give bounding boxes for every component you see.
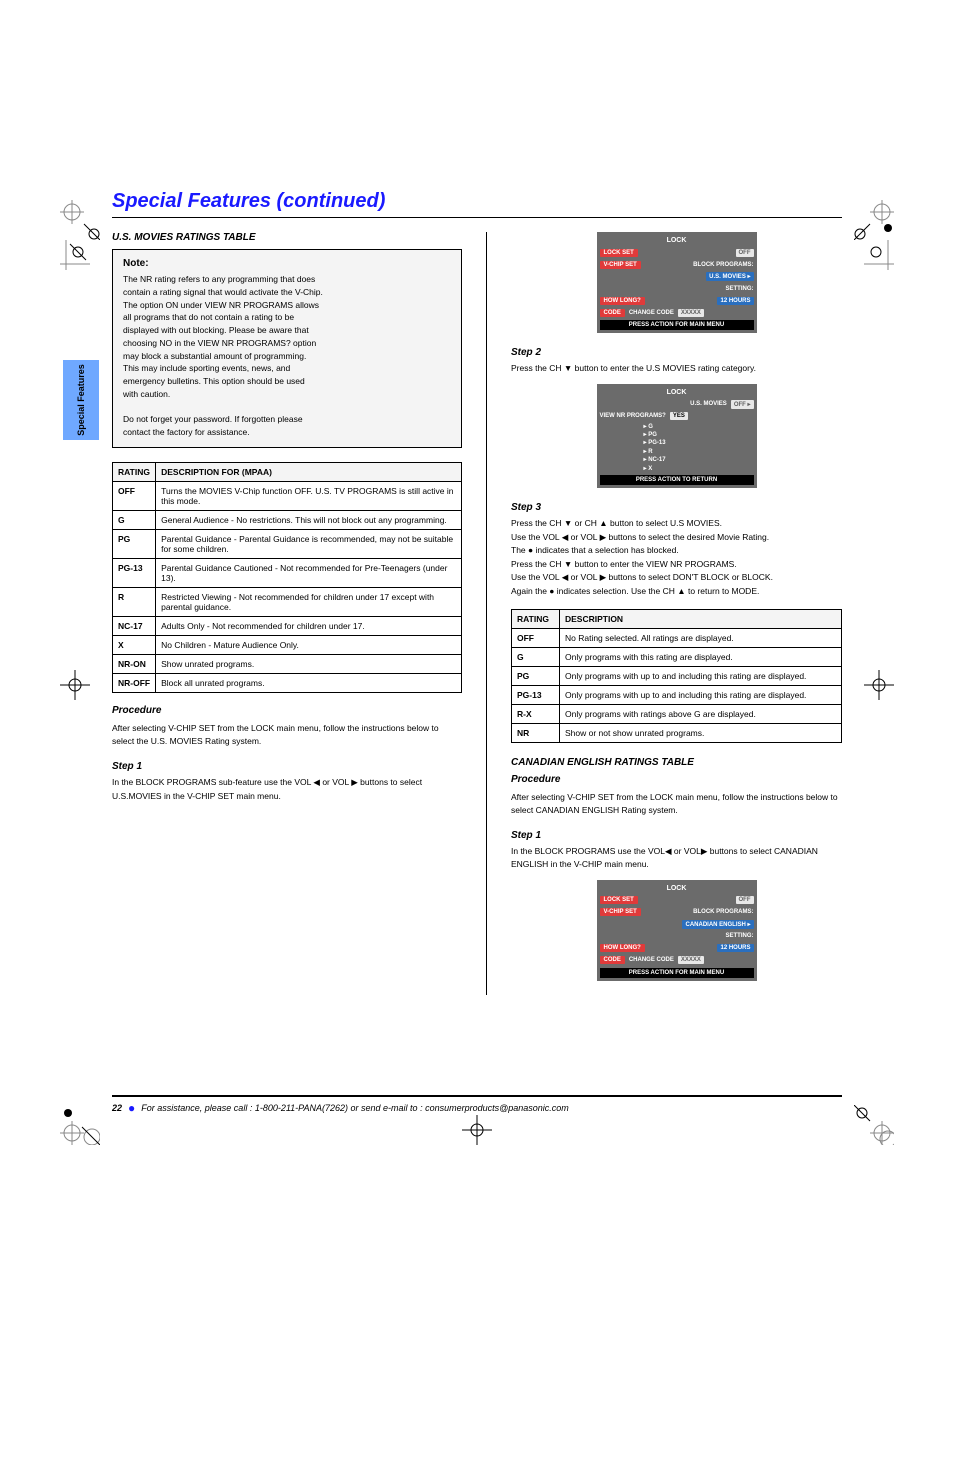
crop-mark-icon bbox=[854, 1105, 894, 1145]
osd-label: SETTING: bbox=[726, 933, 754, 939]
osd-title: LOCK bbox=[600, 387, 754, 398]
osd-footer: PRESS ACTION FOR MAIN MENU bbox=[600, 320, 754, 330]
osd-label: BLOCK PROGRAMS: bbox=[693, 262, 753, 268]
osd-label: BLOCK PROGRAMS: bbox=[693, 909, 753, 915]
footer-text: For assistance, please call : 1-800-211-… bbox=[141, 1103, 569, 1113]
crop-mark-icon bbox=[462, 1115, 492, 1145]
osd-value: 12 HOURS bbox=[717, 297, 753, 305]
osd-menu-item: HOW LONG? bbox=[600, 944, 645, 952]
step-2-heading: Step 2 bbox=[511, 347, 842, 358]
osd-menu-item: V-CHIP SET bbox=[600, 908, 641, 916]
osd-title: LOCK bbox=[600, 883, 754, 894]
step-1-heading: Step 1 bbox=[112, 761, 462, 772]
crop-mark-icon bbox=[864, 670, 894, 700]
table-row: NC-17Adults Only - Not recommended for c… bbox=[113, 616, 462, 635]
osd-value: OFF ▸ bbox=[731, 400, 754, 409]
osd-value: YES bbox=[670, 412, 688, 420]
column-divider bbox=[486, 232, 487, 995]
osd-value: U.S. MOVIES ▸ bbox=[706, 272, 753, 281]
table-row: NR-ONShow unrated programs. bbox=[113, 654, 462, 673]
lock-ratings-osd-screenshot: LOCK U.S. MOVIES OFF ▸ VIEW NR PROGRAMS? Y… bbox=[597, 384, 757, 488]
step-1-heading: Step 1 bbox=[511, 830, 842, 841]
page-footer: 22 ● For assistance, please call : 1-800… bbox=[112, 1095, 842, 1115]
lock-canadian-osd-screenshot: LOCK LOCK SET OFF V-CHIP SET BLOCK PROGRAM… bbox=[597, 880, 757, 981]
table-row: R-XOnly programs with ratings above G ar… bbox=[512, 704, 842, 723]
osd-value: XXXXX bbox=[678, 956, 704, 964]
table-row: PG-13Only programs with up to and includ… bbox=[512, 685, 842, 704]
procedure-text: After selecting V-CHIP SET from the LOCK… bbox=[112, 722, 462, 749]
rating-select-table: RATING DESCRIPTION OFFNo Rating selected… bbox=[511, 609, 842, 743]
table-header: RATING bbox=[113, 462, 156, 481]
osd-menu-item: LOCK SET bbox=[600, 896, 638, 904]
osd-label: CHANGE CODE bbox=[629, 957, 674, 963]
table-header: DESCRIPTION FOR (MPAA) bbox=[156, 462, 462, 481]
osd-title: LOCK bbox=[600, 235, 754, 246]
step-1-text: In the BLOCK PROGRAMS sub-feature use th… bbox=[112, 776, 462, 803]
step-3-text: Press the CH ▼ or CH ▲ button to select … bbox=[511, 517, 842, 599]
osd-menu-item: CODE bbox=[600, 309, 625, 317]
osd-value: 12 HOURS bbox=[717, 944, 753, 952]
procedure-heading: Procedure bbox=[511, 774, 842, 785]
note-heading: Note: bbox=[123, 258, 451, 269]
osd-label: U.S. MOVIES bbox=[690, 401, 727, 407]
osd-value: CANADIAN ENGLISH ▸ bbox=[682, 920, 753, 929]
crop-mark-icon bbox=[60, 1105, 100, 1145]
crop-mark-icon bbox=[864, 240, 894, 270]
osd-menu-item: LOCK SET bbox=[600, 249, 638, 257]
bullet-icon: ● bbox=[128, 1101, 135, 1115]
lock-osd-screenshot: LOCK LOCK SET OFF V-CHIP SET BLOCK PROGRAM… bbox=[597, 232, 757, 333]
table-row: PG-13Parental Guidance Cautioned - Not r… bbox=[113, 558, 462, 587]
table-row: OFFNo Rating selected. All ratings are d… bbox=[512, 628, 842, 647]
osd-label: SETTING: bbox=[726, 286, 754, 292]
osd-label: VIEW NR PROGRAMS? bbox=[600, 413, 666, 419]
osd-footer: PRESS ACTION FOR MAIN MENU bbox=[600, 968, 754, 978]
crop-mark-icon bbox=[60, 240, 90, 270]
osd-label: CHANGE CODE bbox=[629, 310, 674, 316]
osd-menu-item: CODE bbox=[600, 956, 625, 964]
procedure-heading: Procedure bbox=[112, 705, 462, 716]
page-title: Special Features (continued) bbox=[112, 190, 842, 218]
step-3-heading: Step 3 bbox=[511, 502, 842, 513]
us-movies-rating-table: RATING DESCRIPTION FOR (MPAA) OFFTurns t… bbox=[112, 462, 462, 693]
osd-menu-item: HOW LONG? bbox=[600, 297, 645, 305]
table-row: NR-OFFBlock all unrated programs. bbox=[113, 673, 462, 692]
table-row: PGOnly programs with up to and including… bbox=[512, 666, 842, 685]
note-text: The NR rating refers to any programming … bbox=[123, 273, 451, 439]
table-row: NRShow or not show unrated programs. bbox=[512, 723, 842, 742]
table-row: OFFTurns the MOVIES V-Chip function OFF.… bbox=[113, 481, 462, 510]
note-box: Note: The NR rating refers to any progra… bbox=[112, 249, 462, 448]
crop-mark-icon bbox=[60, 670, 90, 700]
table-header: DESCRIPTION bbox=[559, 609, 841, 628]
canadian-heading: CANADIAN ENGLISH RATINGS TABLE bbox=[511, 757, 842, 768]
table-row: GOnly programs with this rating are disp… bbox=[512, 647, 842, 666]
step-2-text: Press the CH ▼ button to enter the U.S M… bbox=[511, 362, 842, 376]
osd-rating-list: G PG PG-13 R NC-17 X bbox=[600, 423, 754, 473]
procedure-text: After selecting V-CHIP SET from the LOCK… bbox=[511, 791, 842, 818]
table-row: RRestricted Viewing - Not recommended fo… bbox=[113, 587, 462, 616]
table-row: PGParental Guidance - Parental Guidance … bbox=[113, 529, 462, 558]
osd-menu-item: V-CHIP SET bbox=[600, 261, 641, 269]
crop-mark-icon bbox=[854, 200, 894, 240]
osd-value: XXXXX bbox=[678, 309, 704, 317]
side-tab: Special Features bbox=[63, 360, 99, 440]
step-1-text: In the BLOCK PROGRAMS use the VOL◀ or VO… bbox=[511, 845, 842, 872]
us-movies-heading: U.S. MOVIES RATINGS TABLE bbox=[112, 232, 462, 243]
osd-value: OFF bbox=[736, 249, 754, 257]
table-header: RATING bbox=[512, 609, 560, 628]
table-row: GGeneral Audience - No restrictions. Thi… bbox=[113, 510, 462, 529]
osd-value: OFF bbox=[736, 896, 754, 904]
table-row: XNo Children - Mature Audience Only. bbox=[113, 635, 462, 654]
crop-mark-icon bbox=[60, 200, 100, 240]
osd-footer: PRESS ACTION TO RETURN bbox=[600, 475, 754, 485]
page-number: 22 bbox=[112, 1103, 122, 1113]
